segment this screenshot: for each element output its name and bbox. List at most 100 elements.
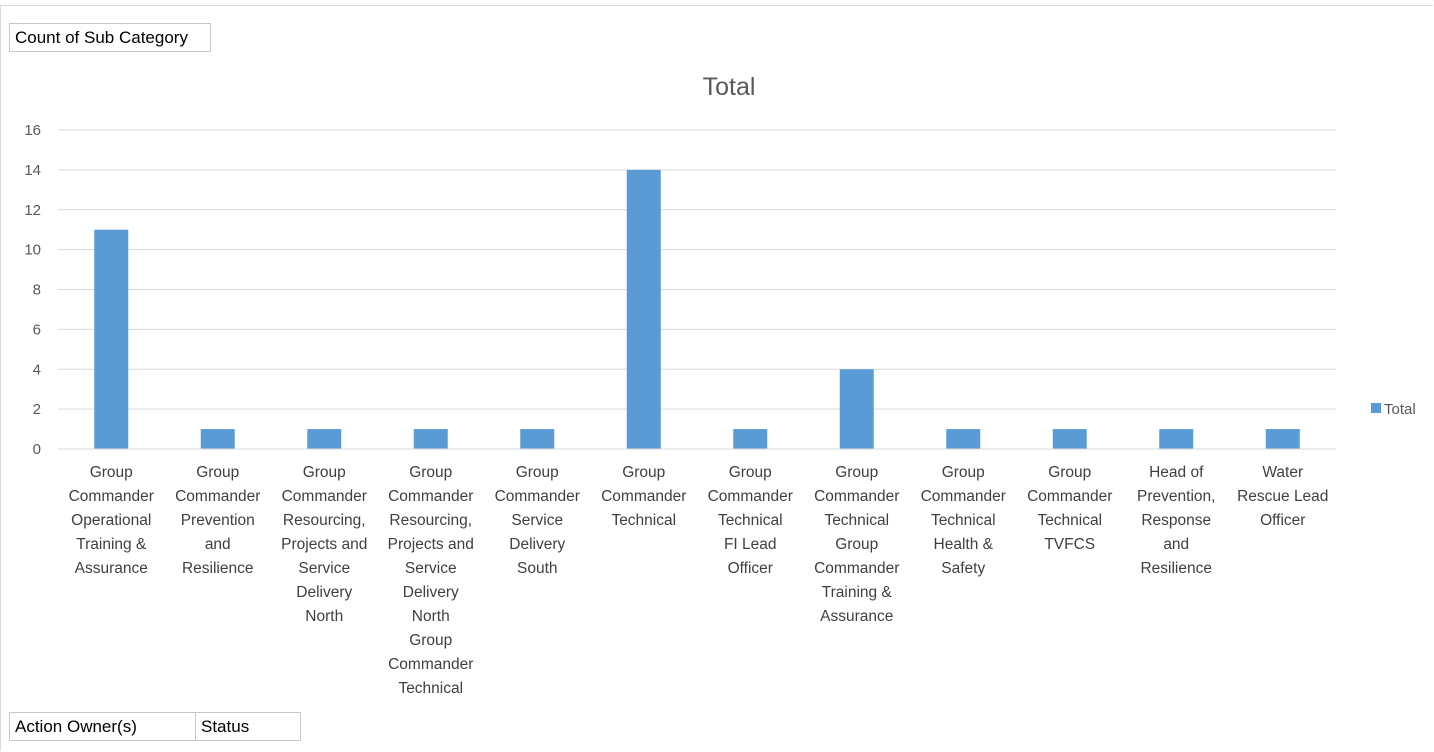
- x-tick-label-line: Operational: [71, 512, 152, 529]
- x-tick-label-line: Training &: [76, 536, 147, 553]
- legend-swatch: [1371, 403, 1381, 413]
- x-tick-label-line: Rescue Lead: [1237, 488, 1329, 505]
- x-tick-label-line: Assurance: [820, 608, 894, 625]
- x-tick-label: Water Rescue Lead Officer: [1229, 461, 1337, 533]
- x-tick-label-line: Commander: [175, 488, 261, 505]
- y-tick-label: 0: [33, 441, 41, 458]
- x-tick-label-line: Group: [835, 464, 879, 481]
- y-tick-label: 12: [24, 202, 41, 219]
- x-tick-label-line: FI Lead: [723, 536, 777, 553]
- x-tick-label-line: Service: [511, 512, 564, 529]
- x-tick-label-line: North: [411, 608, 450, 625]
- bar[interactable]: [94, 229, 129, 449]
- x-tick-label-line: Prevention,: [1137, 488, 1216, 505]
- x-tick-label: Group Commander Technical Group Commander Tra…: [803, 461, 911, 629]
- x-tick-label-line: and: [1163, 536, 1190, 553]
- x-tick-label-line: Commander: [814, 560, 900, 577]
- values-field-button[interactable]: Count of Sub Category: [9, 23, 211, 52]
- y-tick-label: 10: [24, 242, 41, 259]
- x-tick-label: Group Commander Resourcing, Projects and Ser…: [270, 461, 378, 629]
- bar[interactable]: [839, 369, 874, 449]
- y-tick-label: 6: [33, 321, 41, 338]
- bar[interactable]: [520, 429, 555, 449]
- x-tick-label-line: Group: [1048, 464, 1092, 481]
- x-tick-label: Group Commander Technical FI Lead Officer: [696, 461, 804, 581]
- x-tick-label-line: Head of: [1149, 464, 1204, 481]
- x-tick-label-line: Commander: [68, 488, 154, 505]
- x-tick-label: Group Commander Service Delivery South: [483, 461, 591, 581]
- bar[interactable]: [307, 429, 342, 449]
- y-tick-label: 2: [33, 401, 41, 418]
- bars: [94, 169, 1300, 449]
- x-tick-label: Group Commander Prevention and Resilience: [164, 461, 272, 581]
- x-tick-label: Group Commander Operational Training & Assur…: [57, 461, 165, 581]
- status-field-button[interactable]: Status: [195, 712, 301, 741]
- x-tick-label-line: Response: [1141, 512, 1212, 529]
- x-tick-label-line: Group: [409, 464, 453, 481]
- x-tick-label-line: Resilience: [181, 560, 254, 577]
- x-tick-label: Group Commander Technical Health & Safety: [909, 461, 1017, 581]
- x-tick-label-line: Delivery: [402, 584, 459, 601]
- bar[interactable]: [1265, 429, 1300, 449]
- legend: Total: [1371, 401, 1416, 418]
- pivot-chart-frame: [0, 5, 1433, 751]
- y-tick-label: 4: [33, 361, 41, 378]
- bar[interactable]: [626, 169, 661, 449]
- x-tick-label-line: Projects and: [281, 536, 368, 553]
- x-tick-label-line: Health &: [933, 536, 993, 553]
- x-tick-label-line: Delivery: [509, 536, 566, 553]
- x-tick-label-line: Officer: [727, 560, 773, 577]
- x-tick-label: Group Commander Technical TVFCS: [1016, 461, 1124, 557]
- x-tick-label-line: Commander: [281, 488, 367, 505]
- x-tick-label-line: Technical: [717, 512, 783, 529]
- legend-label: Total: [1384, 401, 1416, 418]
- x-tick-label-line: Group: [515, 464, 559, 481]
- bar[interactable]: [946, 429, 981, 449]
- x-tick-label-line: Group: [302, 464, 346, 481]
- x-tick-label-line: Commander: [1027, 488, 1113, 505]
- x-tick-label-line: Technical: [611, 512, 677, 529]
- x-tick-label-line: Group: [622, 464, 666, 481]
- x-tick-label-line: Group: [409, 632, 453, 649]
- chart-title: Total: [703, 73, 756, 101]
- x-tick-label-line: Resilience: [1140, 560, 1212, 577]
- x-tick-label-line: Prevention: [180, 512, 255, 529]
- x-tick-label-line: Safety: [941, 560, 986, 577]
- x-tick-label-line: Commander: [388, 656, 474, 673]
- x-tick-label-line: Service: [298, 560, 351, 577]
- x-tick-label-line: and: [204, 536, 231, 553]
- x-tick-label-line: North: [305, 608, 344, 625]
- bar[interactable]: [733, 429, 768, 449]
- x-tick-label-line: Projects and: [387, 536, 474, 553]
- bar[interactable]: [413, 429, 448, 449]
- x-tick-label-line: Assurance: [74, 560, 148, 577]
- x-tick-label-line: Group: [196, 464, 240, 481]
- x-tick-label-line: Group: [89, 464, 133, 481]
- x-tick-label-line: Technical: [930, 512, 996, 529]
- gridlines: [58, 129, 1336, 410]
- x-tick-label-line: Commander: [920, 488, 1006, 505]
- x-tick-label-line: Delivery: [296, 584, 353, 601]
- y-tick-label: 14: [24, 162, 41, 179]
- x-tick-label-line: South: [516, 560, 558, 577]
- x-tick-label: Group Commander Technical: [590, 461, 698, 533]
- x-tick-label-line: Group: [941, 464, 985, 481]
- x-tick-label-line: Resourcing,: [282, 512, 366, 529]
- x-tick-label: Group Commander Resourcing, Projects and Ser…: [377, 461, 485, 701]
- x-tick-label-line: Group: [728, 464, 772, 481]
- x-tick-label-line: Commander: [814, 488, 900, 505]
- x-tick-label-line: Training &: [821, 584, 892, 601]
- x-tick-label-line: Technical: [398, 680, 464, 697]
- action-owner-field-button[interactable]: Action Owner(s): [9, 712, 196, 741]
- x-tick-label-line: Officer: [1260, 512, 1306, 529]
- x-tick-label-line: Commander: [494, 488, 580, 505]
- bar[interactable]: [200, 429, 235, 449]
- x-tick-label-line: Water: [1262, 464, 1304, 481]
- x-tick-label-line: Commander: [601, 488, 687, 505]
- bar[interactable]: [1159, 429, 1194, 449]
- x-tick-label-line: Technical: [1037, 512, 1103, 529]
- x-tick-label-line: TVFCS: [1044, 536, 1096, 553]
- bar[interactable]: [1052, 429, 1087, 449]
- x-tick-label-line: Group: [835, 536, 879, 553]
